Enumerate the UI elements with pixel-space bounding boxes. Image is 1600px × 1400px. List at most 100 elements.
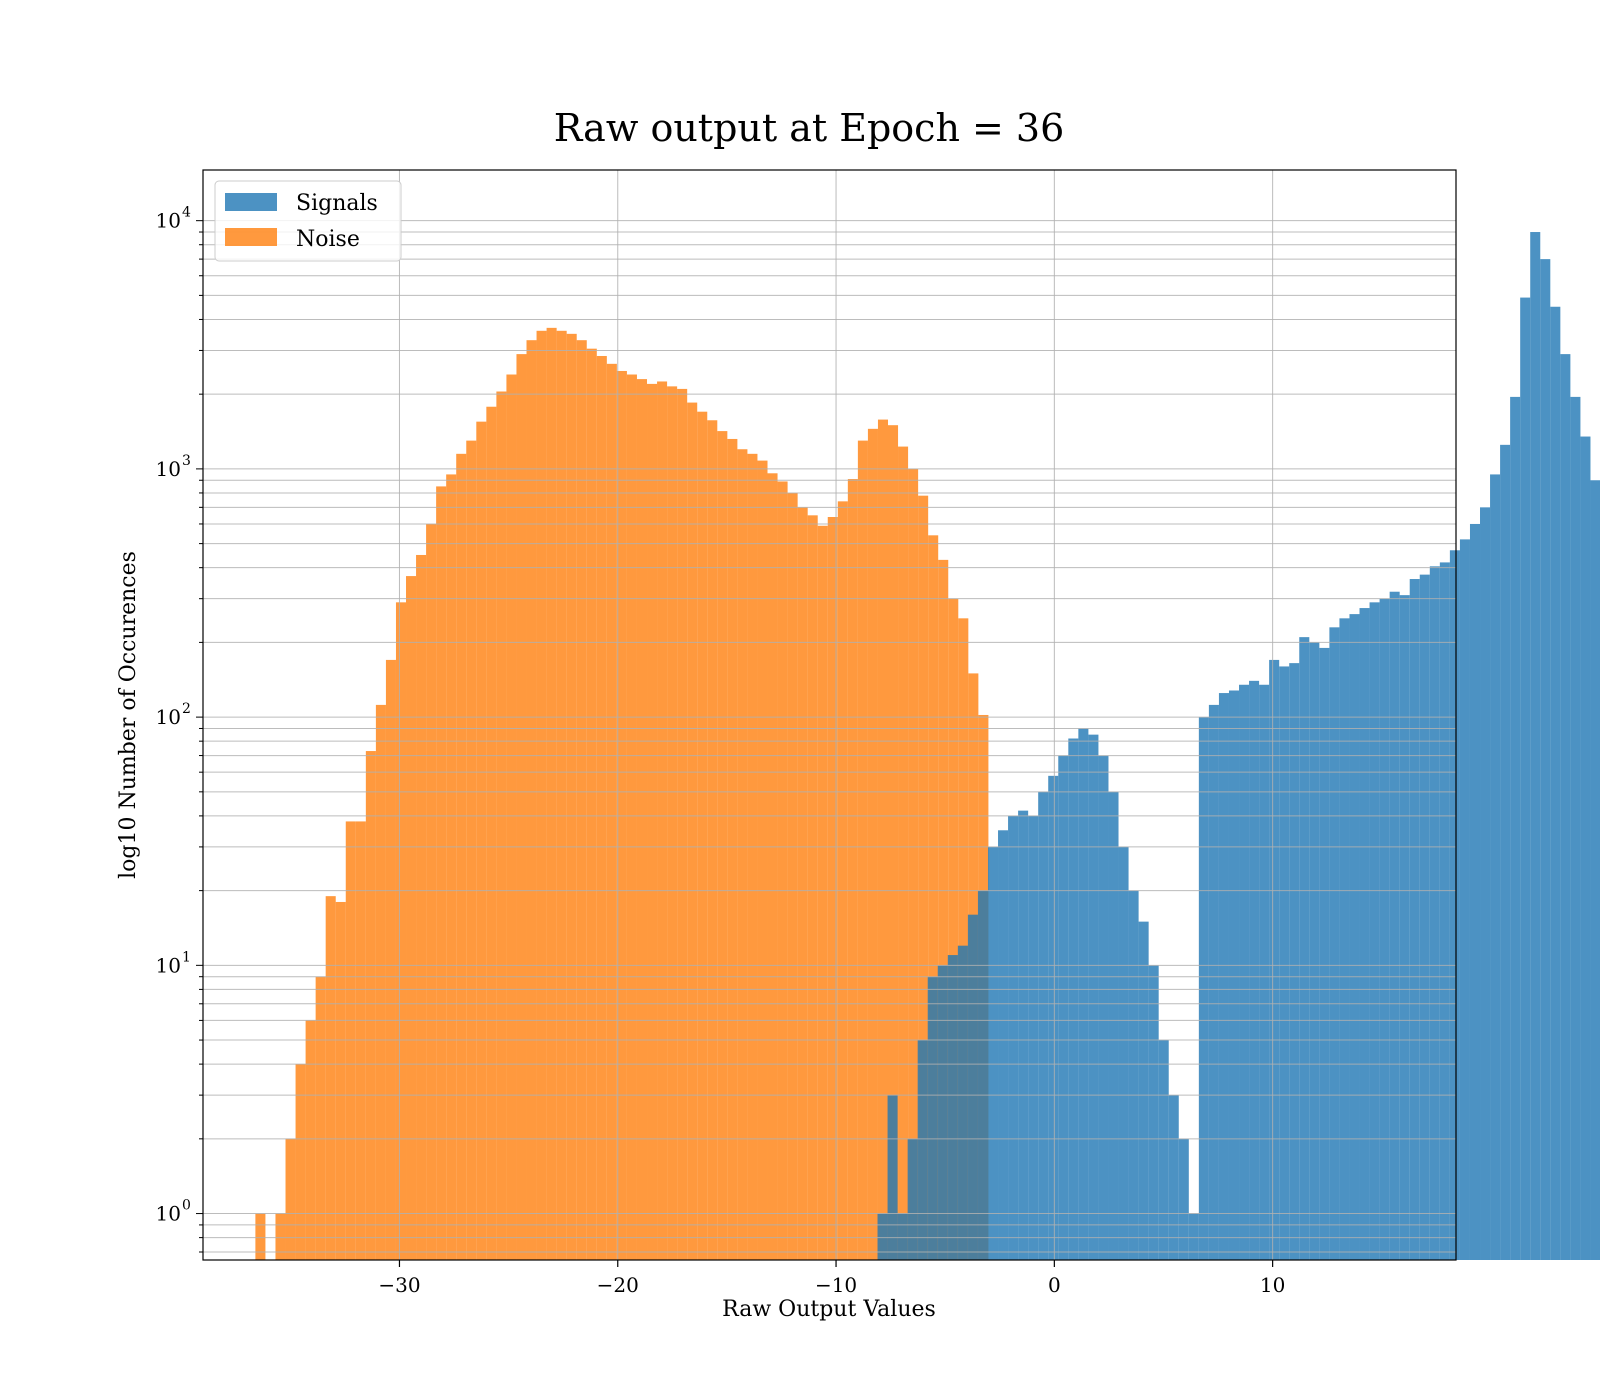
bar-noise (747, 453, 758, 1260)
bar-signals (1339, 618, 1350, 1260)
bar-noise (857, 440, 868, 1260)
y-tick-exponent: 3 (182, 453, 191, 469)
bar-signals (1279, 666, 1290, 1260)
bar-signals (1289, 663, 1300, 1260)
bar-noise (938, 559, 949, 1260)
bar-signals (1148, 965, 1159, 1260)
bar-signals (1359, 608, 1370, 1260)
bar-signals (987, 846, 999, 1260)
bar-signals (1118, 846, 1129, 1260)
bar-noise (948, 598, 959, 1260)
bar-noise (335, 901, 346, 1260)
y-tick-exponent: 0 (182, 1198, 191, 1214)
bar-signals (1098, 755, 1109, 1260)
bar-noise (767, 473, 778, 1260)
bar-signals (1449, 550, 1460, 1260)
bar-signals (998, 830, 1009, 1260)
bar-signals (897, 1213, 908, 1260)
legend-label-signals: Signals (296, 191, 378, 216)
bar-signals (967, 914, 978, 1260)
bar-noise (827, 517, 838, 1260)
bar-noise (406, 576, 417, 1260)
bar-noise (888, 425, 899, 1260)
bar-signals (887, 1095, 898, 1260)
bar-signals (947, 955, 958, 1260)
bar-signals (1319, 647, 1330, 1260)
plot-frame (202, 169, 1457, 1261)
bar-signals (927, 976, 938, 1260)
bar-noise (516, 354, 527, 1261)
bar-signals (1379, 598, 1390, 1260)
bar-signals (1048, 775, 1059, 1260)
bar-noise (315, 976, 326, 1260)
gridline-overlay (203, 170, 1456, 1260)
bar-noise (667, 386, 678, 1260)
y-axis-label: log10 Number of Occurences (116, 551, 141, 879)
bar-signals (1540, 259, 1551, 1260)
bar-noise (807, 515, 818, 1260)
bar-signals (1570, 396, 1581, 1260)
bar-noise (586, 348, 597, 1261)
bar-noise (446, 474, 457, 1260)
x-tick-label: 0 (1048, 1273, 1061, 1297)
bar-noise (436, 486, 447, 1261)
bar-noise (385, 659, 396, 1260)
bar-signals (1158, 1040, 1169, 1260)
bar-noise (456, 453, 467, 1260)
bar-noise (325, 896, 336, 1260)
bar-noise (466, 440, 477, 1260)
bar-noise (837, 501, 848, 1260)
x-axis-ticks: −30 −20 −10 0 10 (378, 1260, 1285, 1297)
bar-signals (1309, 642, 1320, 1260)
y-tick-label: 10 (156, 209, 181, 233)
bar-signals (1490, 474, 1501, 1260)
bar-noise (697, 411, 708, 1261)
bar-noise (395, 602, 407, 1260)
x-tick-label: −20 (597, 1273, 639, 1297)
bar-noise (717, 431, 728, 1260)
bar-noise (476, 421, 487, 1261)
bar-signals (1520, 297, 1531, 1261)
bars-layer (255, 232, 1600, 1261)
y-tick-exponent: 4 (182, 205, 191, 221)
bar-noise (727, 438, 738, 1260)
bar-noise (345, 821, 356, 1260)
x-tick-label: 10 (1260, 1273, 1285, 1297)
bar-signals (1419, 574, 1430, 1260)
y-tick-exponent: 2 (182, 701, 191, 717)
bar-signals (1088, 734, 1099, 1260)
bar-noise (295, 1064, 306, 1260)
bar-noise (657, 381, 668, 1260)
bar-signals (937, 965, 948, 1260)
bar-signals (1329, 627, 1340, 1260)
bar-noise (877, 419, 889, 1261)
bar-signals (1018, 810, 1029, 1260)
y-tick-label: 10 (156, 457, 181, 481)
bar-noise (647, 383, 658, 1260)
bar-signals (1028, 815, 1039, 1260)
bar-signals (1560, 354, 1571, 1261)
bar-signals (1299, 637, 1310, 1260)
bar-noise (817, 525, 828, 1260)
bar-signals (1068, 738, 1079, 1260)
bar-signals (1349, 614, 1360, 1260)
bar-signals (1138, 921, 1149, 1260)
bar-signals (1228, 690, 1240, 1260)
bar-signals (1249, 680, 1260, 1260)
bar-signals (957, 945, 968, 1260)
y-tick-label: 10 (156, 953, 181, 977)
bar-noise (757, 460, 768, 1261)
x-tick-label: −10 (815, 1273, 857, 1297)
bar-signals (1429, 566, 1440, 1260)
bar-noise (606, 363, 617, 1260)
bar-noise (797, 507, 808, 1261)
bar-signals (1038, 791, 1049, 1260)
bar-signals (1168, 1095, 1179, 1260)
bar-signals (1399, 595, 1410, 1260)
bar-noise (898, 446, 909, 1260)
bar-signals (1078, 728, 1089, 1260)
bar-noise (546, 327, 557, 1261)
